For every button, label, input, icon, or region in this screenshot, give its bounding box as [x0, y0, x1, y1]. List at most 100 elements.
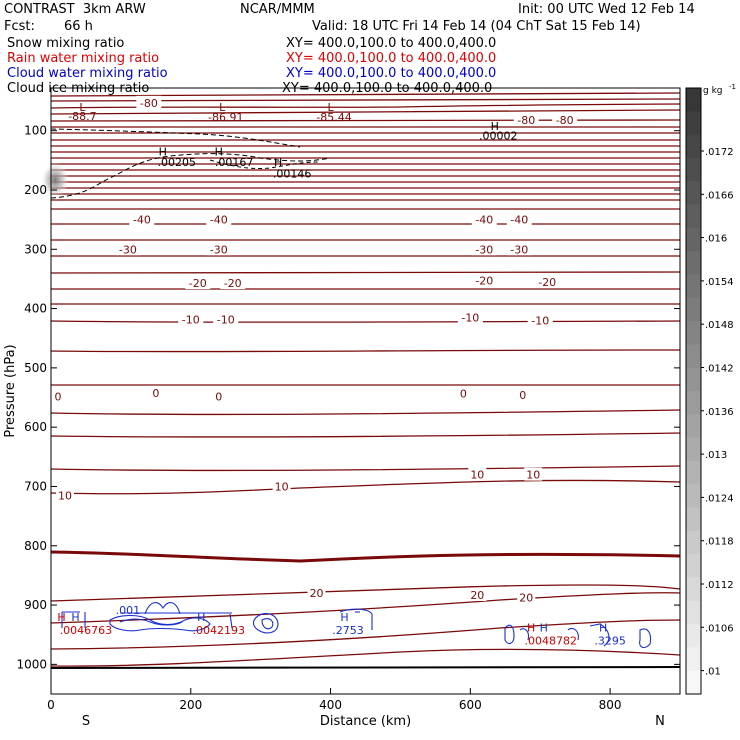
y-tick-label: 700 — [24, 479, 47, 493]
north-label: N — [655, 714, 665, 729]
contour-label-bg — [506, 242, 532, 256]
colorbar-segment — [686, 507, 701, 532]
high-marker: H — [274, 156, 282, 169]
cloud-label: .2753 — [332, 624, 364, 637]
colorbar-label: .0124 — [705, 493, 734, 504]
x-tick-label: 800 — [599, 698, 622, 712]
contour-label-bg — [534, 274, 560, 288]
contour-label: -80 — [140, 97, 158, 110]
contour-label: -80 — [556, 114, 574, 127]
x-tick-label: 600 — [459, 698, 482, 712]
colorbar-label: .0136 — [705, 407, 734, 418]
extremum-value: -86.91 — [208, 111, 243, 124]
contour-label-bg — [52, 389, 64, 403]
contour-label-bg — [471, 273, 497, 287]
y-tick-label: 600 — [24, 420, 47, 434]
contour-label: 0 — [152, 387, 159, 400]
cloud-water-contour — [119, 618, 183, 626]
cloud-water-contour — [589, 623, 610, 647]
colorbar-segment — [686, 134, 701, 159]
contour-label-bg — [272, 479, 291, 493]
isotherm-line — [50, 479, 681, 495]
cloud-label: H — [527, 622, 535, 635]
valid-time: Valid: 18 UTC Fri 14 Feb 14 (04 ChT Sat … — [312, 19, 641, 34]
cloud-label: H — [599, 622, 607, 635]
high-marker: H — [159, 145, 167, 158]
colorbar-segment — [686, 181, 701, 206]
contour-label-bg — [213, 312, 239, 326]
colorbar-segment — [686, 484, 701, 509]
contour-label-bg — [185, 276, 211, 290]
isotherm-line — [50, 648, 681, 667]
shading-blob — [41, 162, 69, 198]
cloud-water-contour — [639, 628, 652, 649]
colorbar-segment — [686, 111, 701, 136]
colorbar-segment — [686, 530, 701, 555]
contour-label: 20 — [519, 591, 533, 604]
low-marker: L — [79, 101, 86, 114]
extremum-value: .00205 — [158, 156, 197, 169]
contour-label-bg — [468, 467, 487, 481]
colorbar-segment — [686, 274, 701, 299]
colorbar-segment — [686, 414, 701, 439]
contour-label: -30 — [475, 243, 493, 256]
contour-label: 20 — [310, 587, 324, 600]
y-axis-title: Pressure (hPa) — [3, 344, 18, 437]
low-marker: L — [327, 101, 334, 114]
contour-label: -30 — [510, 243, 528, 256]
contour-label: 0 — [460, 387, 467, 400]
isotherm-line — [50, 92, 681, 97]
cloud-label: H — [340, 611, 348, 624]
field-name-rain: Rain water mixing ratio — [7, 51, 160, 66]
contour-label: -10 — [461, 311, 479, 324]
cloud-label: .001 — [116, 604, 141, 617]
colorbar-label: .0172 — [705, 147, 734, 158]
cloud-water-contour — [61, 611, 232, 628]
contour-label: 0 — [519, 389, 526, 402]
isotherm-line — [50, 550, 681, 563]
contour-label: -20 — [538, 276, 556, 289]
contour-label-bg — [150, 385, 162, 399]
contour-label-bg — [178, 312, 204, 326]
isotherm-line — [50, 271, 681, 274]
contour-label: 10 — [470, 469, 484, 482]
cloud-water-contour — [109, 614, 211, 632]
contour-label-bg — [206, 242, 232, 256]
field-xy-snow: XY= 400.0,100.0 to 400.0,400.0 — [286, 36, 497, 51]
cloud-label: .0042193 — [192, 624, 245, 637]
forecast-hours: 66 h — [64, 19, 93, 34]
contour-label-bg — [513, 113, 539, 127]
contour-label: -80 — [517, 114, 535, 127]
colorbar-label: .013 — [705, 450, 727, 461]
contour-label: -40 — [210, 214, 228, 227]
x-tick-label: 200 — [179, 698, 202, 712]
model-label: CONTRAST 3km ARW — [4, 2, 146, 17]
low-marker: L — [219, 101, 226, 114]
contour-label-bg — [517, 388, 529, 402]
colorbar-label: .0118 — [705, 537, 734, 548]
colorbar-label: .0166 — [705, 190, 734, 201]
x-tick-label: 0 — [47, 698, 55, 712]
colorbar-frame — [685, 87, 702, 695]
colorbar-segment — [686, 460, 701, 485]
contour-label-bg — [307, 586, 326, 600]
contour-label: 10 — [526, 469, 540, 482]
x-tick-label: 400 — [319, 698, 342, 712]
contour-label-bg — [220, 276, 246, 290]
cloud-water-contour — [339, 608, 373, 630]
isotherm-line — [50, 349, 681, 353]
y-tick-label: 500 — [24, 361, 47, 375]
extremum-value: -85.44 — [316, 111, 351, 124]
colorbar-segment — [686, 577, 701, 602]
field-xy-cloud-water: XY= 400.0,100.0 to 400.0,400.0 — [286, 66, 497, 81]
cloud-water-contour — [144, 602, 181, 615]
isotherm-line — [50, 320, 681, 323]
field-xy-rain: XY= 400.0,100.0 to 400.0,400.0 — [286, 51, 497, 66]
cloud-water-contour — [567, 627, 579, 641]
field-name-cloud-water: Cloud water mixing ratio — [7, 66, 168, 81]
contour-label-bg — [471, 242, 497, 256]
isotherm-line — [50, 109, 681, 115]
extremum-value: .00002 — [479, 129, 518, 142]
colorbar-label: .0106 — [705, 623, 734, 634]
contour-label: 0 — [54, 390, 61, 403]
